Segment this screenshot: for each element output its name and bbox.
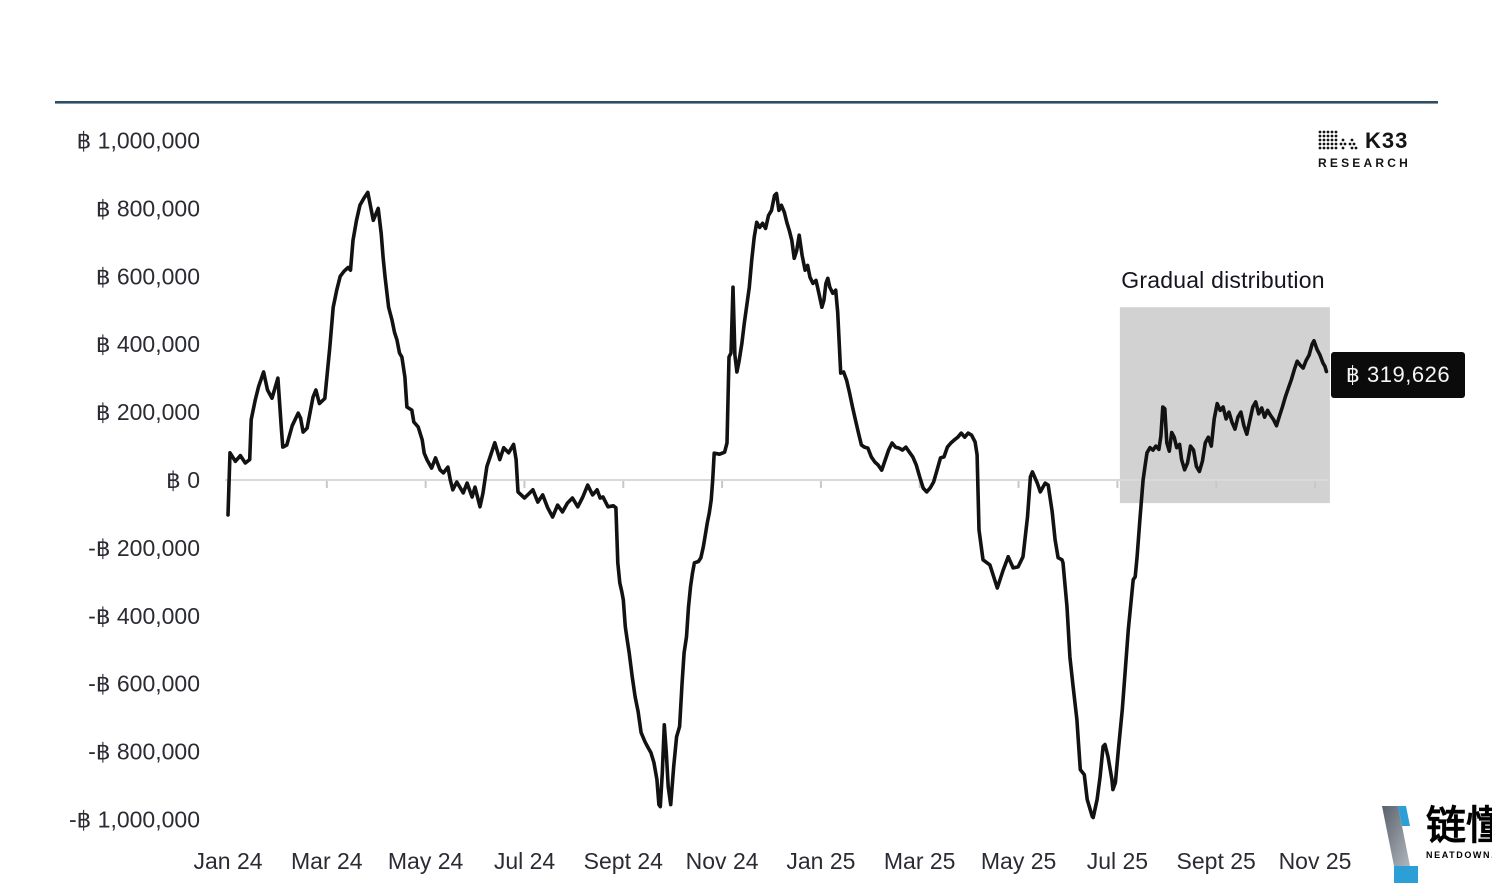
- x-axis-labels: Jan 24 Mar 24 May 24 Jul 24 Sept 24 Nov 24 Jan…: [193, 848, 1351, 874]
- x-tick-label: Sept 24: [584, 848, 663, 874]
- x-tick-label: May 25: [981, 848, 1056, 874]
- latest-value-badge: ฿ 319,626: [1331, 352, 1465, 398]
- neatdown-logo-icon: [1382, 806, 1418, 883]
- y-tick-label: -฿ 200,000: [88, 535, 200, 561]
- k33-wordmark: K33: [1365, 128, 1409, 153]
- header-rule: [55, 101, 1438, 104]
- k33-dots-icon: [1318, 130, 1358, 150]
- gradual-distribution-label: Gradual distribution: [1121, 267, 1325, 293]
- net-flow-series-line: [226, 190, 1329, 820]
- x-tick-label: Nov 24: [686, 848, 759, 874]
- y-tick-label: ฿ 1,000,000: [77, 128, 200, 154]
- y-tick-label: ฿ 600,000: [96, 263, 200, 289]
- y-tick-label: -฿ 400,000: [88, 603, 200, 629]
- neatdown-watermark: 链懂 NEATDOWN.COM: [1372, 804, 1492, 884]
- x-tick-label: Sept 25: [1177, 848, 1256, 874]
- x-tick-label: Mar 25: [884, 848, 956, 874]
- watermark-name: 链懂: [1426, 804, 1492, 848]
- y-tick-label: -฿ 600,000: [88, 671, 200, 697]
- x-tick-label: Nov 25: [1279, 848, 1352, 874]
- y-tick-label: ฿ 400,000: [96, 331, 200, 357]
- latest-value-text: ฿ 319,626: [1345, 362, 1451, 387]
- annotation-region: [1119, 307, 1330, 504]
- x-tick-label: Jan 24: [193, 848, 262, 874]
- x-tick-label: May 24: [388, 848, 464, 874]
- k33-research-label: RESEARCH: [1318, 156, 1411, 170]
- k33-research-logo: K33 RESEARCH: [1318, 128, 1411, 171]
- y-tick-label: ฿ 0: [166, 467, 200, 493]
- x-tick-label: Jul 24: [494, 848, 556, 874]
- zero-axis: [225, 479, 1330, 488]
- watermark-site: NEATDOWN.COM: [1426, 850, 1492, 860]
- y-axis-labels: ฿ 1,000,000 ฿ 800,000 ฿ 600,000 ฿ 400,000 ฿ …: [69, 128, 200, 833]
- y-tick-label: ฿ 200,000: [96, 399, 200, 425]
- y-tick-label: ฿ 800,000: [96, 195, 200, 221]
- x-tick-label: Jul 25: [1087, 848, 1148, 874]
- x-tick-label: Jan 25: [786, 848, 855, 874]
- y-tick-label: -฿ 800,000: [88, 739, 200, 765]
- y-tick-label: -฿ 1,000,000: [69, 807, 200, 833]
- x-tick-label: Mar 24: [291, 848, 363, 874]
